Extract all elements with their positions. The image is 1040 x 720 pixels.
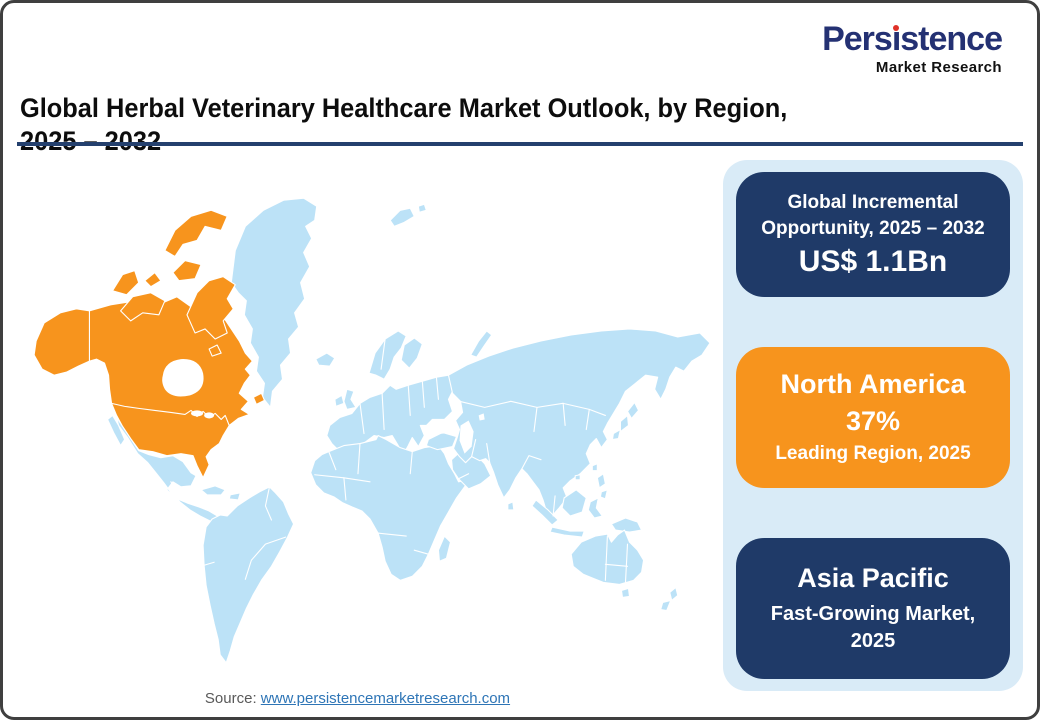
page-title: Global Herbal Veterinary Healthcare Mark… — [20, 92, 787, 158]
region-south-america — [202, 486, 295, 664]
map-landmass — [106, 197, 711, 664]
page-title-line2: 2025 – 2032 — [20, 126, 161, 156]
region-north-america-highlight — [33, 209, 265, 479]
brand-logo-text-pre: Pers — [822, 20, 893, 58]
card-caption: Leading Region, 2025 — [775, 443, 971, 465]
us-canada-border — [111, 402, 230, 427]
great-lakes — [191, 410, 204, 417]
brand-logo-red-dot-icon: ı — [891, 20, 902, 58]
region-uk — [343, 388, 357, 410]
region-mexico — [116, 416, 224, 528]
caspian-sea — [459, 420, 474, 454]
stat-card-north-america: North America 37% Leading Region, 2025 — [736, 347, 1010, 488]
black-sea — [426, 419, 448, 435]
hudson-bay — [162, 359, 204, 397]
brand-logo-text-post: stence — [900, 20, 1003, 58]
source-label: Source: — [204, 690, 257, 707]
brand-logo: Persıstence Market Research — [822, 20, 1003, 76]
world-map — [33, 197, 711, 664]
stat-card-global-incremental: Global Incremental Opportunity, 2025 – 2… — [736, 172, 1010, 297]
brand-logo-wordmark: Persıstence — [822, 20, 1003, 58]
region-asia — [447, 328, 711, 517]
region-africa — [310, 434, 474, 581]
card-value: 37% — [845, 406, 901, 437]
source-link[interactable]: www.persistencemarketresearch.com — [260, 690, 511, 707]
region-iceland — [315, 352, 336, 367]
card-text-line: Opportunity, 2025 – 2032 — [761, 218, 985, 239]
card-caption: Fast-Growing Market, 2025 — [770, 602, 976, 652]
map-inland-water — [162, 359, 485, 454]
info-panel: Global Incremental Opportunity, 2025 – 2… — [723, 160, 1023, 691]
page-title-line1: Global Herbal Veterinary Healthcare Mark… — [20, 93, 788, 124]
region-japan — [626, 401, 640, 419]
source-line: Source: www.persistencemarketresearch.co… — [0, 690, 715, 707]
brand-logo-subtitle: Market Research — [875, 58, 1002, 76]
title-underline — [17, 142, 1023, 146]
map-country-borders — [88, 310, 629, 583]
card-value: US$ 1.1Bn — [798, 244, 948, 278]
card-title: North America — [780, 368, 966, 399]
stat-card-asia-pacific: Asia Pacific Fast-Growing Market, 2025 — [736, 538, 1010, 679]
card-text-line: Global Incremental — [787, 192, 959, 214]
card-title: Asia Pacific — [797, 563, 949, 594]
region-greenland — [230, 197, 318, 408]
region-north-america — [33, 296, 253, 479]
region-australia — [570, 529, 645, 585]
